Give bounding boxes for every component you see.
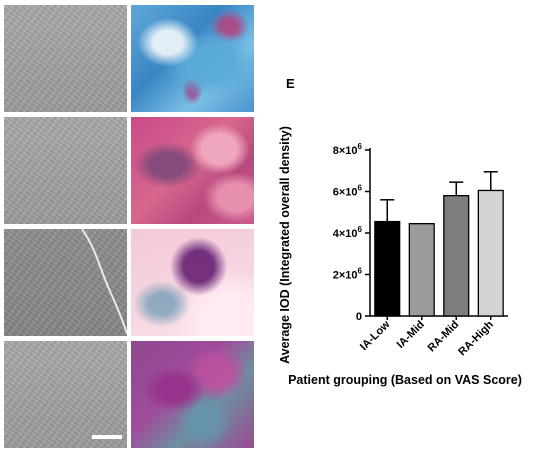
y-tick-label: 6×106 <box>333 184 363 199</box>
micrograph-b-stained <box>131 117 254 224</box>
y-tick-label: 4×106 <box>333 225 363 240</box>
cell-edge-line <box>81 229 127 335</box>
micrograph-d-stained <box>131 341 254 448</box>
panel-label-e: E <box>286 76 295 91</box>
micrograph-c-stained <box>131 229 254 336</box>
y-tick-label: 0 <box>356 311 362 323</box>
y-tick-label: 2×106 <box>333 267 363 282</box>
micrograph-d-brightfield <box>4 341 127 448</box>
y-tick-label: 8×106 <box>333 142 363 157</box>
x-tick-label-ra-high: RA-High <box>456 318 496 358</box>
bar-ra-high <box>477 189 504 317</box>
iod-bar-chart: E Average IOD (Integrated overall densit… <box>278 76 522 387</box>
x-tick-label-ia-mid: IA-Mid <box>395 319 427 351</box>
x-tick-label-ia-low: IA-Low <box>358 318 393 353</box>
micrograph-c-brightfield <box>4 229 127 336</box>
micrograph-b-brightfield <box>4 117 127 224</box>
bar-ra-mid <box>443 195 470 317</box>
bar-ia-mid <box>408 223 435 317</box>
micrograph-a-brightfield <box>4 5 127 112</box>
micrograph-a-stained <box>131 5 254 112</box>
scale-bar <box>92 435 122 439</box>
y-axis-title: Average IOD (Integrated overall density) <box>278 126 292 364</box>
bar-ia-low <box>374 220 401 317</box>
x-axis-title: Patient grouping (Based on VAS Score) <box>288 373 522 387</box>
